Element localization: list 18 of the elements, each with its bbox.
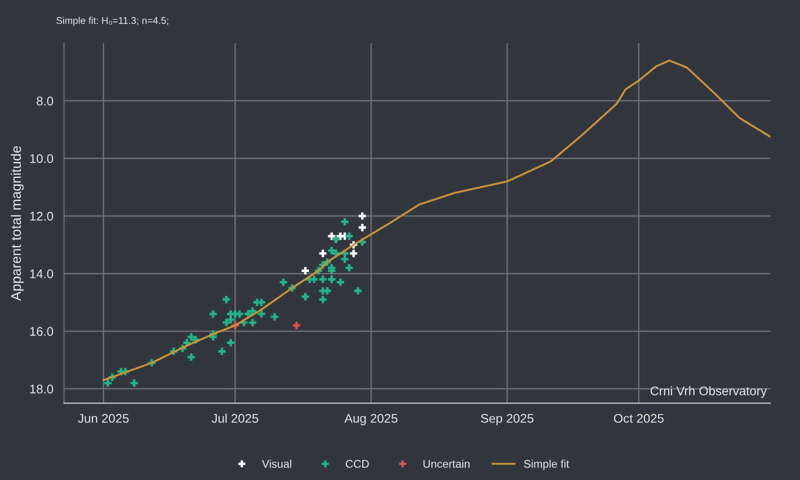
y-tick-label: 8.0: [36, 96, 54, 106]
legend-label: Uncertain: [424, 460, 470, 468]
x-tick-label: Jul 2025: [212, 414, 258, 423]
y-tick-label: 18.0: [30, 384, 54, 394]
y-tick-label: 14.0: [30, 269, 54, 278]
legend-label: Visual: [262, 460, 292, 468]
y-tick-label: 10.0: [30, 154, 54, 164]
x-tick-label: Oct 2025: [614, 414, 664, 423]
y-axis-title: Apparent total magnitude: [10, 146, 24, 301]
legend-label: CCD: [346, 460, 369, 468]
chart-title: Simple fit: H₀=11.3; n=4.5;: [56, 16, 168, 26]
x-tick-label: Aug 2025: [344, 414, 398, 426]
x-tick-label: Jun 2025: [78, 414, 129, 423]
y-tick-label: 12.0: [30, 212, 54, 221]
annotation: Crni Vrh Observatory: [650, 386, 767, 398]
x-tick-label: Sep 2025: [480, 414, 534, 426]
y-tick-label: 16.0: [30, 327, 54, 336]
legend-label: Simple fit: [524, 460, 570, 470]
